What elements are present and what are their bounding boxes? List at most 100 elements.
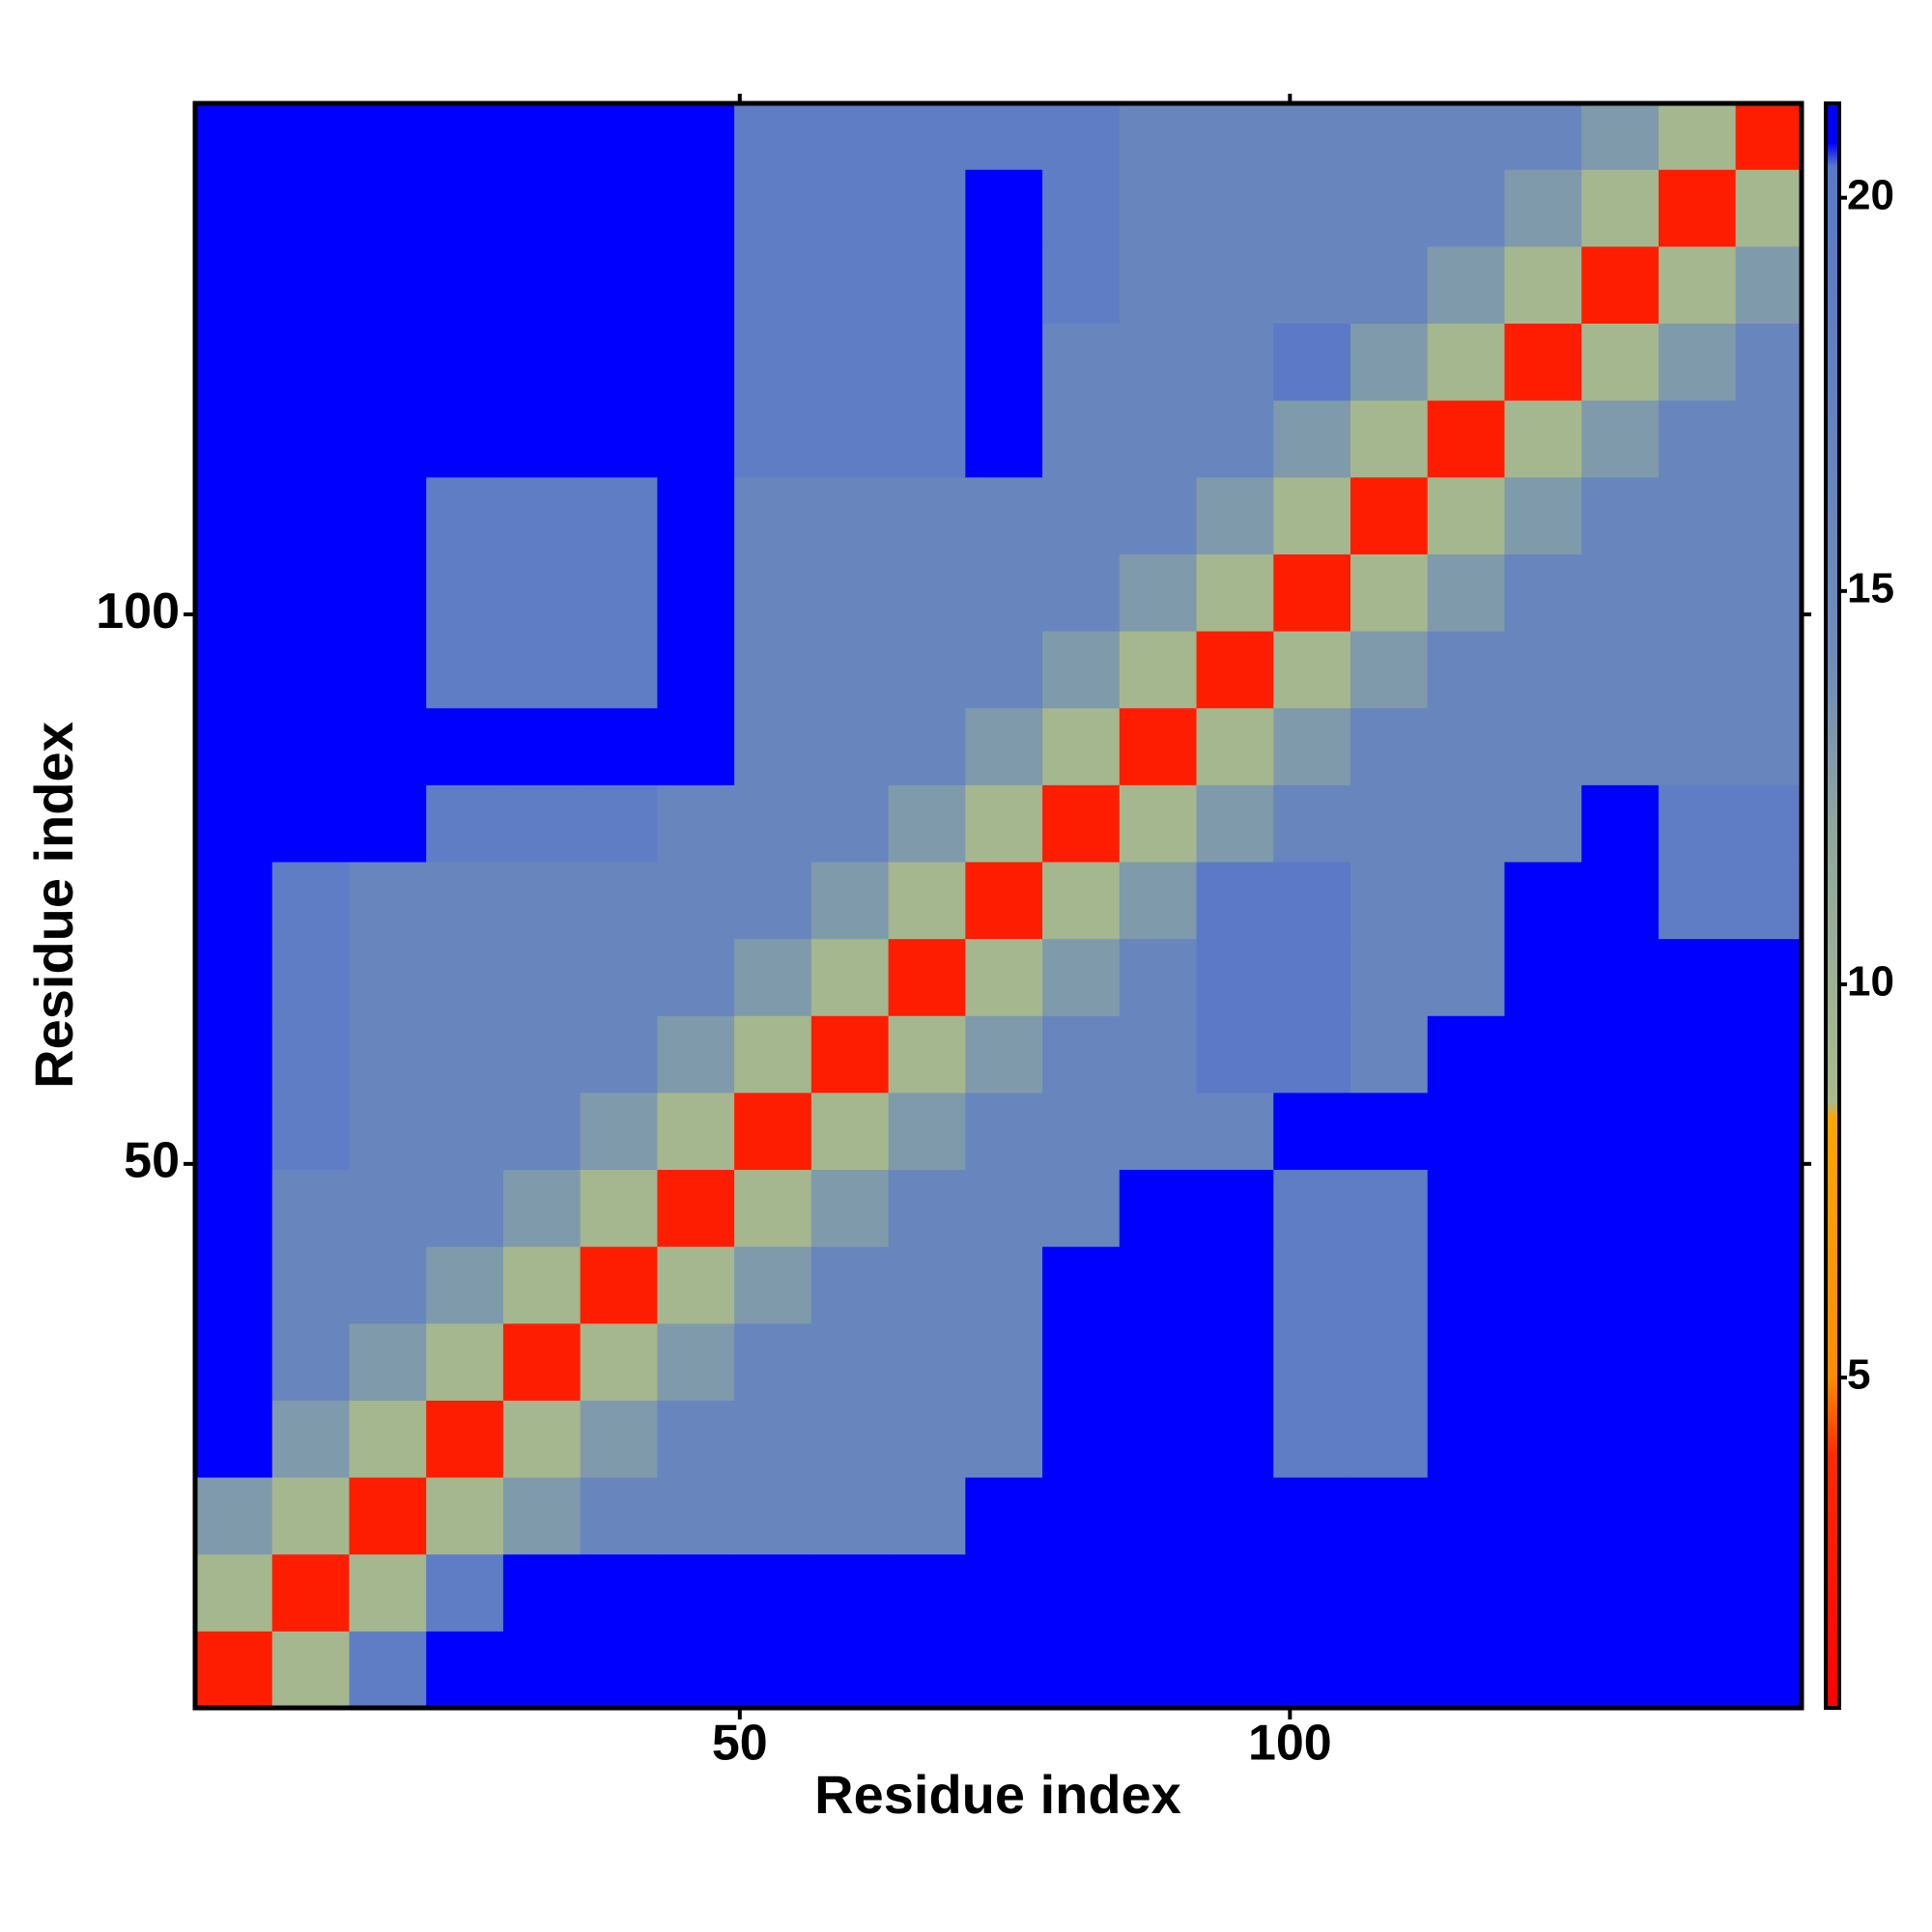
heatmap-cell [810, 103, 890, 170]
heatmap-cell [349, 103, 427, 170]
heatmap-cell [1196, 1169, 1274, 1247]
heatmap-cell [657, 169, 735, 247]
heatmap-cell [1119, 707, 1198, 785]
heatmap-cell [657, 1400, 735, 1478]
heatmap-cell [1273, 1631, 1351, 1708]
heatmap-cell [580, 476, 658, 554]
heatmap-cell [271, 631, 350, 709]
heatmap-cell [502, 1553, 582, 1632]
heatmap-cell [580, 1015, 658, 1094]
heatmap-cell [349, 1477, 427, 1555]
heatmap-cell [1581, 1553, 1660, 1632]
heatmap-cell [1042, 861, 1121, 940]
heatmap-cell [1427, 169, 1505, 247]
heatmap-cell [349, 323, 427, 401]
heatmap-cell [734, 400, 812, 478]
heatmap-cell [580, 1169, 658, 1247]
heatmap-cell [1735, 1400, 1802, 1478]
heatmap-cell [810, 861, 890, 940]
heatmap-cell [1350, 476, 1429, 554]
heatmap-cell [426, 245, 504, 325]
heatmap-cell [888, 103, 966, 170]
heatmap-cell [1119, 1092, 1198, 1171]
heatmap-cell [271, 1477, 350, 1555]
heatmap-cell [1119, 1400, 1198, 1478]
heatmap-cell [271, 707, 350, 785]
heatmap-cell [580, 1631, 658, 1708]
heatmap-cell [1504, 1322, 1582, 1401]
heatmap-cell [1735, 631, 1802, 709]
heatmap-cell [271, 1631, 350, 1708]
heatmap-cell [1042, 245, 1121, 325]
heatmap-cell [1042, 323, 1121, 401]
heatmap-cell [426, 400, 504, 478]
plot-frame [192, 100, 1804, 1711]
heatmap-cell [271, 1246, 350, 1324]
heatmap-cell [349, 1322, 427, 1401]
heatmap-cell [1581, 1477, 1660, 1555]
heatmap-cell [1735, 1322, 1802, 1401]
heatmap-cell [1273, 323, 1351, 401]
heatmap-cell [810, 784, 890, 863]
heatmap-cell [426, 476, 504, 554]
heatmap-cell [271, 1400, 350, 1478]
heatmap-cell [1581, 1169, 1660, 1247]
heatmap-cell [195, 323, 273, 401]
heatmap-cell [1273, 707, 1351, 785]
heatmap-cell [1350, 861, 1429, 940]
heatmap-cell [1350, 1015, 1429, 1094]
heatmap-cell [1042, 400, 1121, 478]
heatmap-cell [1350, 1246, 1429, 1324]
heatmap-cell [580, 323, 658, 401]
heatmap-cell [1350, 784, 1429, 863]
heatmap-cell [1581, 245, 1660, 325]
heatmap-cell [1119, 1631, 1198, 1708]
heatmap-cell [502, 476, 582, 554]
heatmap-cell [580, 707, 658, 785]
heatmap-cell [734, 554, 812, 632]
heatmap-cell [1658, 1015, 1737, 1094]
heatmap-cell [502, 784, 582, 863]
heatmap-cell [1196, 554, 1274, 632]
heatmap-cell [1581, 103, 1660, 170]
heatmap-cell [349, 1631, 427, 1708]
heatmap-cell [271, 1553, 350, 1632]
heatmap-cell [734, 631, 812, 709]
heatmap-cell [1504, 1553, 1582, 1632]
heatmap-cell [1350, 103, 1429, 170]
heatmap-cell [195, 1553, 273, 1632]
heatmap-cell [195, 1169, 273, 1247]
heatmap-cell [1119, 938, 1198, 1016]
heatmap-cell [1119, 554, 1198, 632]
heatmap-cell [349, 245, 427, 325]
heatmap-cell [965, 1015, 1043, 1094]
heatmap-cell [1581, 861, 1660, 940]
heatmap-cell [1042, 1322, 1121, 1401]
heatmap-cell [1735, 861, 1802, 940]
heatmap-cell [1581, 707, 1660, 785]
heatmap-cell [1658, 1322, 1737, 1401]
heatmap-cell [888, 631, 966, 709]
heatmap-cell [426, 1322, 504, 1401]
heatmap-cell [195, 245, 273, 325]
heatmap-cell [1658, 631, 1737, 709]
heatmap-cell [810, 1400, 890, 1478]
heatmap-cell [1735, 554, 1802, 632]
heatmap-cell [1196, 938, 1274, 1016]
heatmap-cell [1119, 861, 1198, 940]
heatmap-cell [1581, 554, 1660, 632]
heatmap-cell [1119, 1477, 1198, 1555]
heatmap-cell [349, 1169, 427, 1247]
heatmap-cell [888, 169, 966, 247]
heatmap-cell [734, 1015, 812, 1094]
heatmap-cell [1658, 707, 1737, 785]
heatmap-cell [1427, 631, 1505, 709]
heatmap-cell [1658, 861, 1737, 940]
heatmap-cell [1042, 938, 1121, 1016]
heatmap-cell [1581, 1631, 1660, 1708]
heatmap-cell [1119, 169, 1198, 247]
heatmap-cell [657, 938, 735, 1016]
heatmap-cell [1504, 707, 1582, 785]
heatmap-cell [965, 476, 1043, 554]
heatmap-cell [965, 1477, 1043, 1555]
